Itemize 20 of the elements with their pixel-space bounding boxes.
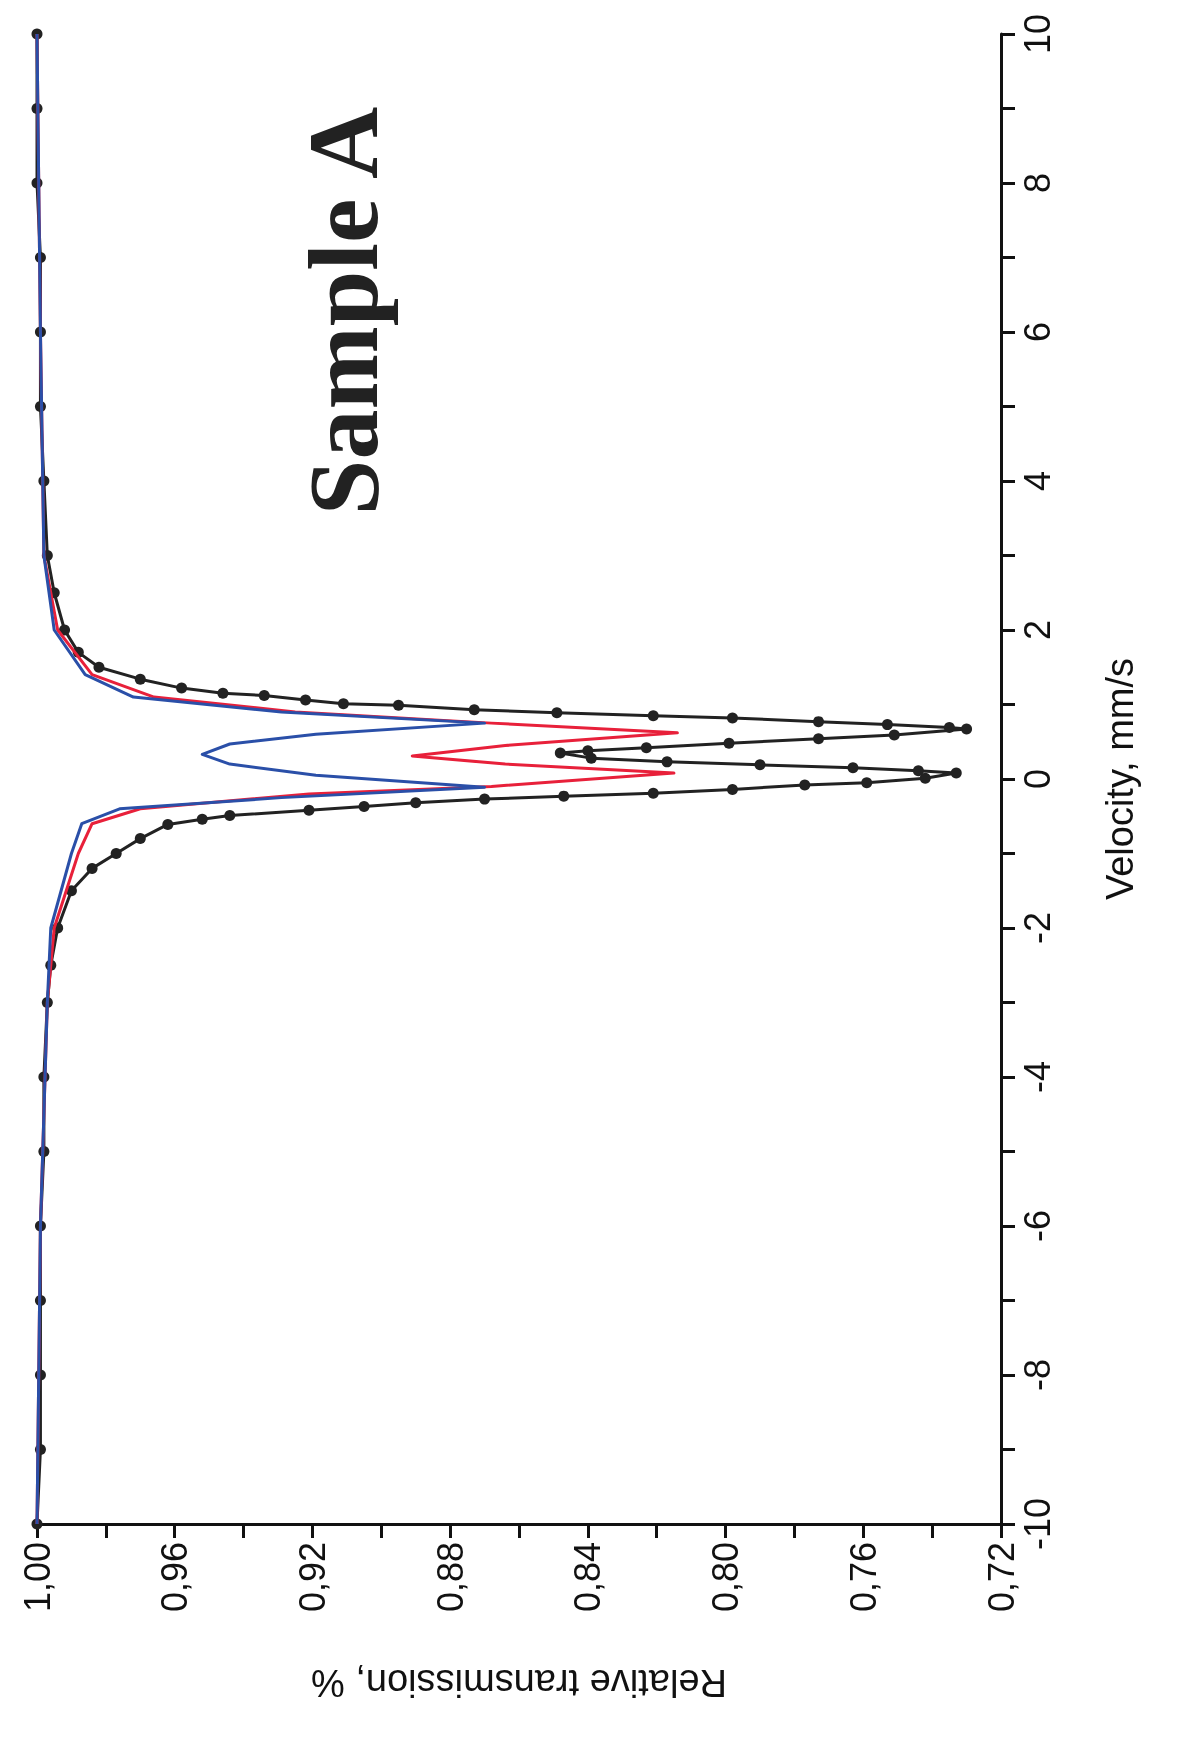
y-tick-label: 2	[1016, 619, 1058, 641]
x-tick-label: 0,76	[842, 1542, 884, 1613]
annotation: Sample A	[287, 106, 399, 516]
y-tick-label: 6	[1016, 321, 1058, 343]
x-axis-title: Relative transmission, %	[310, 1662, 728, 1704]
y-tick-label: 4	[1016, 470, 1058, 492]
y-tick-label: 10	[1016, 13, 1058, 55]
y-tick-label: -8	[1016, 1358, 1058, 1392]
x-tick-label: 0,92	[291, 1542, 333, 1613]
y-tick-label: -2	[1016, 911, 1058, 945]
x-tick-label: 0,80	[705, 1542, 747, 1613]
y-axis-title: Velocity, mm/s	[1099, 657, 1141, 901]
y-tick-label: 8	[1016, 172, 1058, 194]
y-tick-label: -4	[1016, 1060, 1058, 1094]
x-tick-label: 0,84	[567, 1542, 609, 1613]
y-tick-label: -6	[1016, 1209, 1058, 1243]
x-tick-label: 0,88	[429, 1542, 471, 1613]
x-tick-label: 0,96	[154, 1542, 196, 1613]
x-tick-label: 1,00	[16, 1542, 58, 1613]
y-tick-label: 0	[1016, 768, 1058, 790]
